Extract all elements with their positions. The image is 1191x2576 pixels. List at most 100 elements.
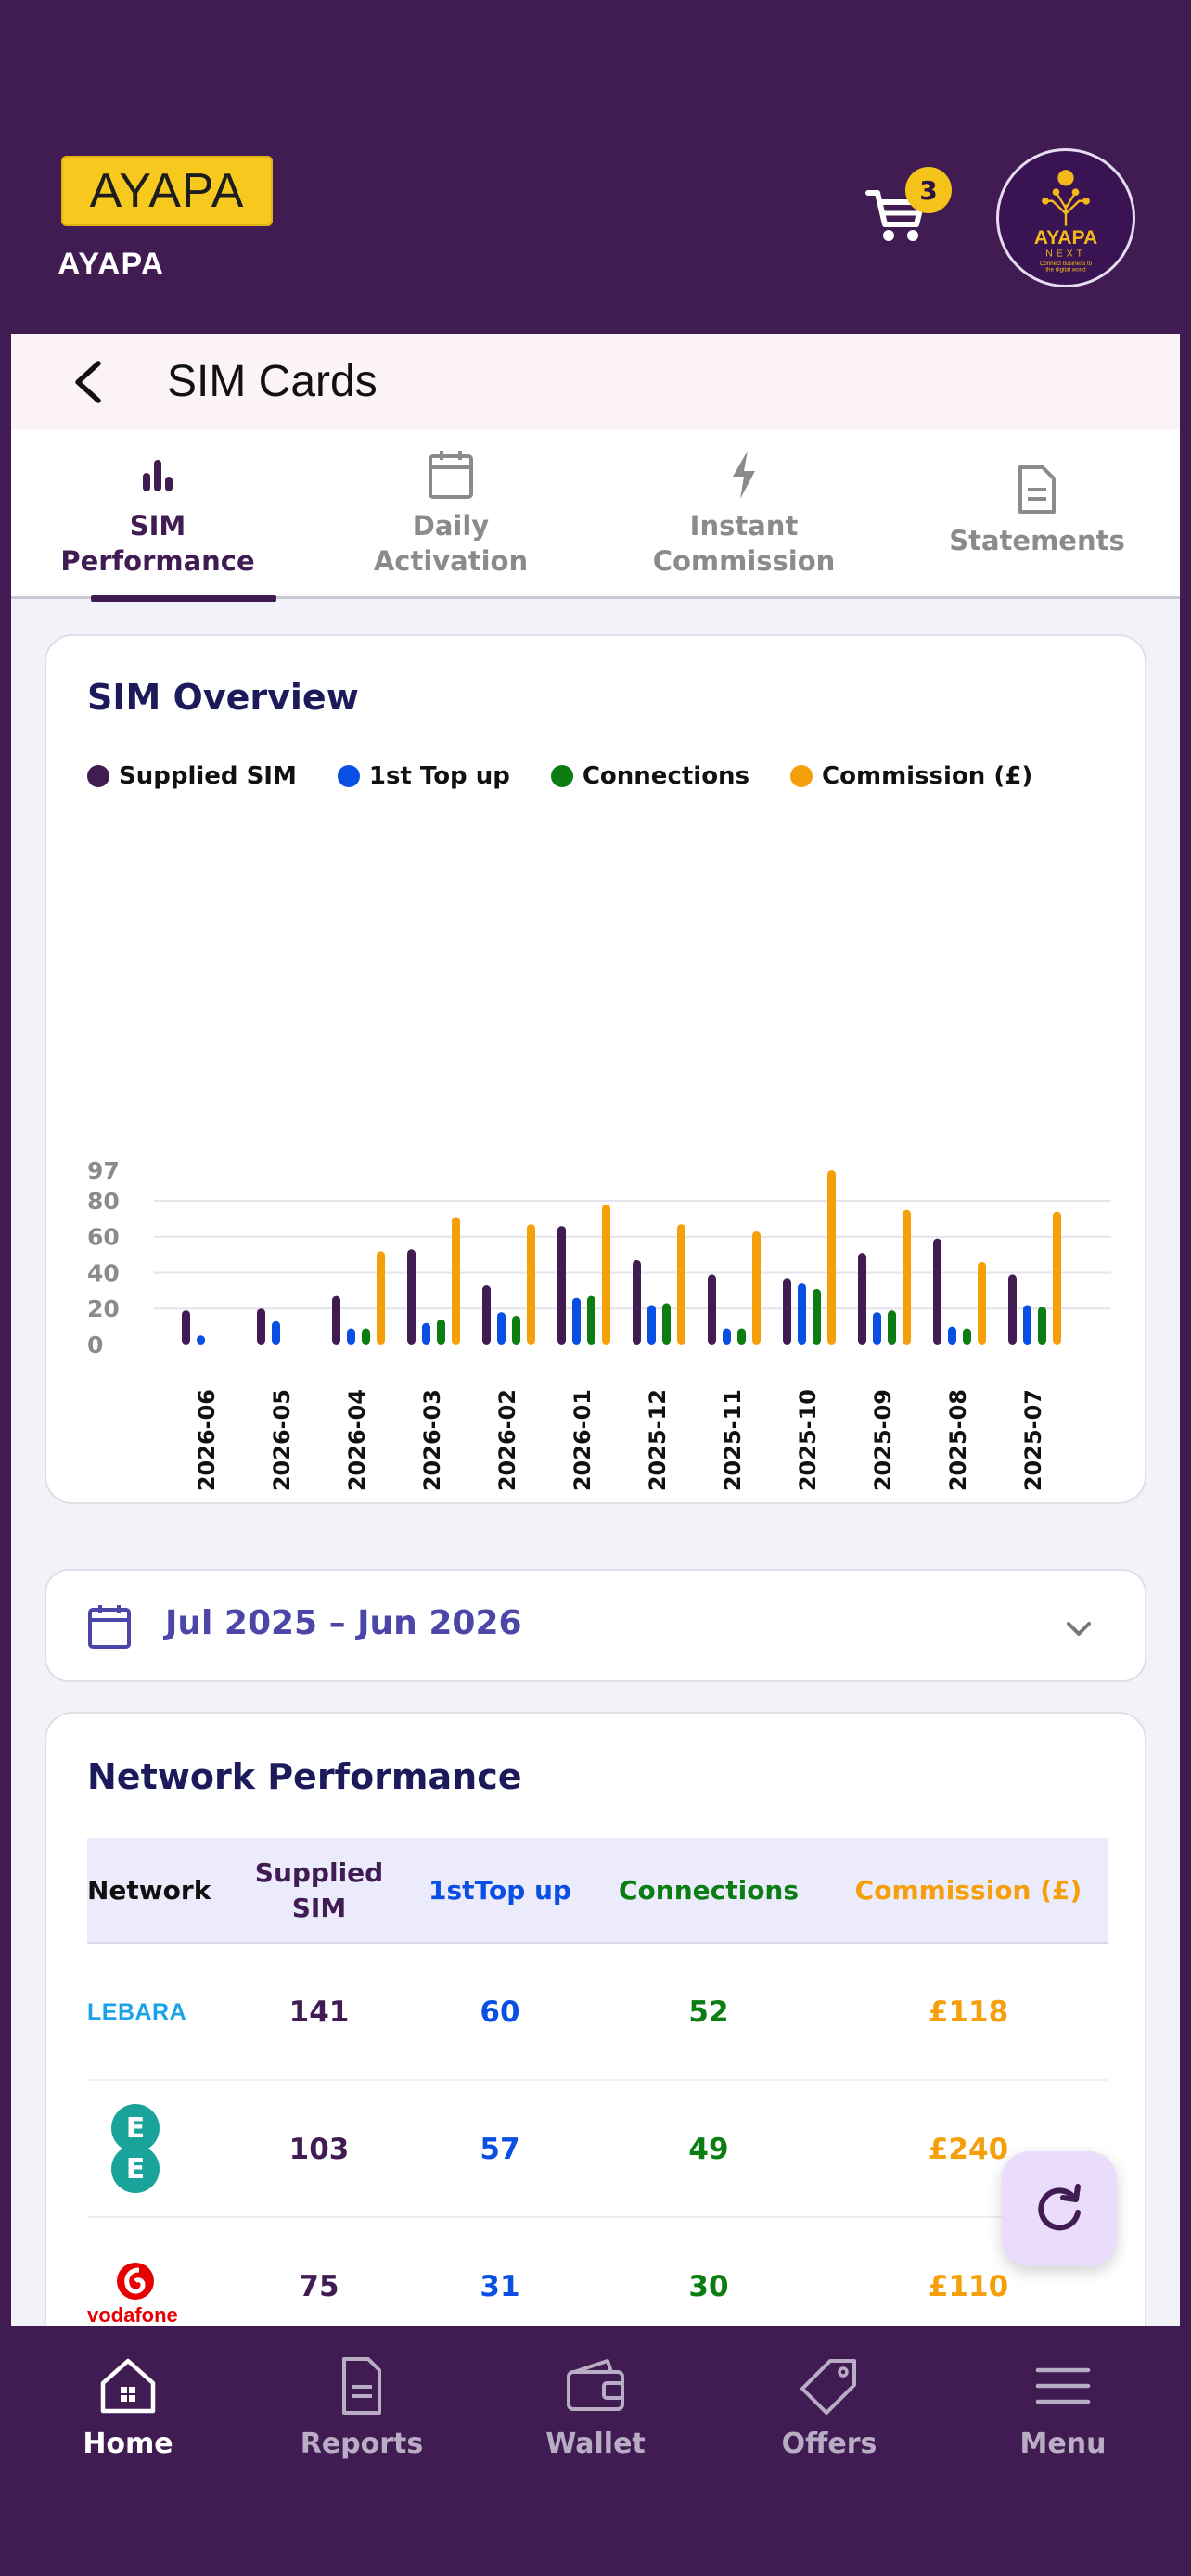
bar-commission--2026-02[interactable] — [527, 1224, 535, 1345]
bar-commission--2025-12[interactable] — [677, 1224, 685, 1345]
bar-commission--2026-04[interactable] — [377, 1251, 385, 1345]
bar-connections-2025-11[interactable] — [737, 1328, 746, 1345]
header-commission: Commission (£) — [854, 1875, 1082, 1906]
bar-1st-top-up-2025-09[interactable] — [873, 1312, 881, 1345]
brand-name: AYAPA — [58, 247, 165, 282]
nav-reports[interactable]: Reports — [269, 2353, 455, 2460]
bar-1st-top-up-2026-04[interactable] — [347, 1328, 355, 1345]
bar-commission--2025-08[interactable] — [978, 1261, 986, 1345]
bar-commission--2025-10[interactable] — [827, 1170, 836, 1345]
bar-connections-2025-09[interactable] — [888, 1310, 896, 1345]
bar-connections-2025-12[interactable] — [662, 1303, 671, 1345]
svg-text:E: E — [126, 2112, 146, 2145]
nav-wallet[interactable]: Wallet — [503, 2353, 688, 2460]
bar-connections-2026-02[interactable] — [512, 1315, 520, 1345]
refresh-icon — [1038, 2184, 1081, 2231]
bar-1st-top-up-2026-06[interactable] — [197, 1335, 205, 1345]
bar-commission--2025-11[interactable] — [752, 1231, 761, 1345]
tab-statements[interactable]: Statements — [916, 430, 1158, 599]
bar-supplied-sim-2025-08[interactable] — [933, 1238, 941, 1345]
bar-commission--2026-01[interactable] — [602, 1204, 610, 1345]
bar-connections-2026-01[interactable] — [587, 1295, 596, 1345]
bar-1st-top-up-2025-10[interactable] — [798, 1283, 806, 1345]
nav-label: Wallet — [545, 2428, 646, 2460]
bar-connections-2026-04[interactable] — [362, 1328, 370, 1345]
bar-connections-2025-10[interactable] — [813, 1288, 821, 1345]
bar-supplied-sim-2026-01[interactable] — [557, 1226, 566, 1345]
table-row[interactable]: vodafone 75 31 30 £110 — [87, 2218, 1108, 2326]
tab-instant-commission[interactable]: Instant Commission — [623, 430, 864, 599]
bar-1st-top-up-2026-02[interactable] — [497, 1312, 506, 1345]
connections-value: 52 — [688, 1996, 729, 2029]
nav-home[interactable]: Home — [35, 2353, 221, 2460]
table-row[interactable]: LEBARA 141 60 52 £118 — [87, 1944, 1108, 2081]
table-header: Network Supplied SIM 1st Top up Connectio… — [87, 1838, 1108, 1944]
chart-legend: Supplied SIM 1st Top up Connections Comm… — [87, 762, 1073, 790]
nav-label: Home — [83, 2428, 173, 2460]
bar-connections-2025-07[interactable] — [1038, 1307, 1046, 1345]
bar-supplied-sim-2025-11[interactable] — [708, 1274, 716, 1345]
bar-supplied-sim-2026-03[interactable] — [407, 1249, 416, 1345]
supplied-sim-value: 75 — [299, 2270, 339, 2303]
y-tick-label: 80 — [87, 1188, 120, 1215]
y-tick-label: 97 — [87, 1157, 120, 1184]
bar-supplied-sim-2025-07[interactable] — [1008, 1274, 1017, 1345]
next-logo-tagline2: the digital world — [1045, 267, 1086, 274]
bar-commission--2025-07[interactable] — [1053, 1211, 1061, 1345]
chevron-down-icon — [1067, 1622, 1091, 1636]
nav-label: Menu — [1019, 2428, 1107, 2460]
legend-commission[interactable]: Commission (£) — [790, 762, 1032, 790]
back-arrow-icon[interactable] — [65, 358, 113, 406]
ayapa-logo[interactable]: AYAPA — [61, 156, 273, 226]
bar-commission--2025-09[interactable] — [903, 1209, 911, 1345]
bar-1st-top-up-2025-07[interactable] — [1023, 1305, 1031, 1345]
lightning-icon — [733, 451, 755, 499]
legend-dot — [790, 765, 813, 787]
bar-1st-top-up-2026-03[interactable] — [422, 1322, 430, 1345]
bar-supplied-sim-2026-02[interactable] — [482, 1285, 491, 1345]
legend-1st-top-up[interactable]: 1st Top up — [337, 762, 510, 790]
nav-menu[interactable]: Menu — [970, 2353, 1156, 2460]
y-tick-label: 60 — [87, 1224, 120, 1251]
tab-daily-activation[interactable]: Daily Activation — [330, 430, 571, 599]
tab-sim-performance[interactable]: SIM Performance — [37, 430, 278, 602]
date-range-selector[interactable]: Jul 2025 – Jun 2026 — [45, 1569, 1146, 1682]
header-connections: Connections — [618, 1875, 800, 1906]
bar-1st-top-up-2025-11[interactable] — [723, 1328, 731, 1345]
bar-supplied-sim-2026-06[interactable] — [182, 1310, 190, 1345]
bar-1st-top-up-2025-12[interactable] — [647, 1305, 656, 1345]
bar-supplied-sim-2025-09[interactable] — [858, 1253, 866, 1345]
x-tick-label: 2025-10 — [795, 1389, 821, 1491]
network-performance-card: Network Performance Network Supplied SIM… — [45, 1712, 1146, 2326]
bar-chart-icon — [143, 460, 173, 491]
refresh-button[interactable] — [1002, 2151, 1117, 2266]
home-icon — [100, 2358, 156, 2414]
header-supplied-sim: Supplied SIM — [254, 1857, 384, 1923]
bar-supplied-sim-2025-10[interactable] — [783, 1278, 791, 1345]
bar-commission--2026-03[interactable] — [452, 1217, 460, 1345]
legend-connections[interactable]: Connections — [550, 762, 749, 790]
bar-connections-2026-03[interactable] — [437, 1319, 445, 1345]
x-tick-label: 2026-06 — [194, 1389, 220, 1491]
legend-dot — [87, 765, 109, 787]
bar-supplied-sim-2026-05[interactable] — [257, 1308, 265, 1345]
svg-text:E: E — [126, 2153, 146, 2186]
legend-supplied-sim[interactable]: Supplied SIM — [87, 762, 297, 790]
bar-supplied-sim-2026-04[interactable] — [332, 1295, 340, 1345]
x-tick-label: 2025-12 — [645, 1389, 671, 1491]
table-row[interactable]: E E 103 57 49 £240 — [87, 2081, 1108, 2218]
document-icon — [342, 2357, 381, 2415]
cart-count-badge: 3 — [905, 167, 952, 213]
nav-label: Reports — [300, 2428, 424, 2460]
y-tick-label: 40 — [87, 1259, 120, 1286]
bar-1st-top-up-2026-01[interactable] — [572, 1297, 581, 1345]
tab-bar: SIM Performance Daily Activation Instant Co… — [11, 430, 1180, 602]
ayapa-next-logo[interactable]: AYAPA NEXT Connect business to the digit… — [996, 148, 1135, 287]
bar-1st-top-up-2025-08[interactable] — [948, 1326, 956, 1345]
bar-1st-top-up-2026-05[interactable] — [272, 1320, 280, 1345]
next-logo-line2: NEXT — [1045, 248, 1086, 259]
bar-connections-2025-08[interactable] — [963, 1328, 971, 1345]
nav-offers[interactable]: Offers — [736, 2353, 922, 2460]
bar-supplied-sim-2025-12[interactable] — [633, 1259, 641, 1345]
bottom-navigation: Home Reports Wallet Offers Menu — [0, 2326, 1191, 2576]
